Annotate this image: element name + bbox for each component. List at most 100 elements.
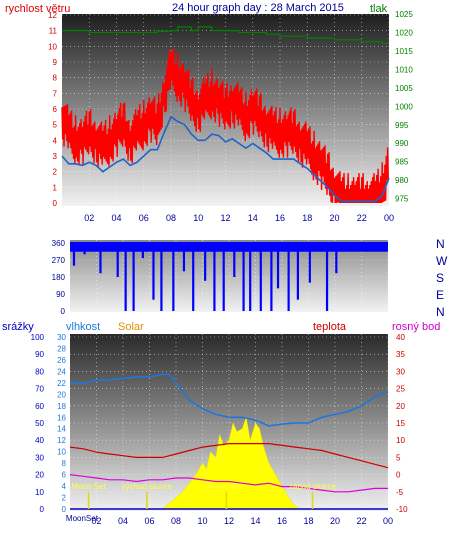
climate-time-tick-label: 06 bbox=[144, 516, 154, 526]
wind-time-tick-label: 02 bbox=[84, 213, 94, 223]
climate-time-tick-label: 20 bbox=[330, 516, 340, 526]
wind-speed-tick-label: 11 bbox=[49, 27, 58, 36]
humidity-tick-label: 12 bbox=[57, 436, 66, 445]
temperature-tick-label: 35 bbox=[396, 350, 405, 359]
humidity-tick-label: 22 bbox=[57, 379, 66, 388]
solar-area bbox=[149, 417, 303, 510]
precipitation-tick-label: 40 bbox=[35, 436, 44, 445]
direction-tick-label: 180 bbox=[52, 273, 66, 282]
climate-time-tick-label: 12 bbox=[224, 516, 234, 526]
humidity-tick-label: 16 bbox=[57, 413, 66, 422]
climate-time-tick-label: 02 bbox=[91, 516, 101, 526]
wind-time-tick-label: 08 bbox=[166, 213, 176, 223]
wind-time-tick-label: 06 bbox=[139, 213, 149, 223]
humidity-tick-label: 26 bbox=[57, 356, 66, 365]
wind-time-tick-label: 16 bbox=[275, 213, 285, 223]
humidity-series bbox=[70, 373, 389, 427]
compass-label: N bbox=[436, 237, 445, 251]
humidity-tick-label: 4 bbox=[62, 482, 67, 491]
climate-time-tick-label: 22 bbox=[356, 516, 366, 526]
temperature-tick-label: 20 bbox=[396, 402, 405, 411]
wind-speed-tick-label: 10 bbox=[48, 42, 57, 51]
temperature-tick-label: 40 bbox=[396, 333, 405, 342]
climate-time-tick-label: 14 bbox=[250, 516, 260, 526]
temperature-tick-label: 0 bbox=[396, 471, 401, 480]
pressure-series bbox=[62, 26, 389, 45]
precipitation-tick-label: 70 bbox=[35, 385, 44, 394]
temperature-tick-label: -10 bbox=[396, 505, 408, 514]
precipitation-tick-label: 0 bbox=[40, 505, 45, 514]
compass-label: W bbox=[436, 254, 448, 268]
temperature-tick-label: 15 bbox=[396, 419, 405, 428]
humidity-tick-label: 20 bbox=[57, 390, 66, 399]
pressure-tick-label: 995 bbox=[395, 121, 409, 130]
climate-time-tick-label: 04 bbox=[118, 516, 128, 526]
wind-time-tick-label: 18 bbox=[302, 213, 312, 223]
event-label: Moon Set bbox=[71, 482, 106, 491]
pressure-tick-label: 1000 bbox=[395, 102, 413, 111]
pressure-tick-label: 980 bbox=[395, 176, 409, 185]
climate-time-tick-label: 10 bbox=[197, 516, 207, 526]
temperature-tick-label: 25 bbox=[396, 385, 405, 394]
humidity-tick-label: 0 bbox=[62, 505, 67, 514]
precipitation-tick-label: 80 bbox=[35, 367, 44, 376]
pressure-axis-title: tlak bbox=[370, 3, 388, 15]
climate-time-tick-label: 08 bbox=[171, 516, 181, 526]
solar-axis-title: Solar bbox=[118, 321, 144, 333]
wind-speed-tick-label: 8 bbox=[53, 74, 58, 83]
pressure-tick-label: 1025 bbox=[395, 10, 413, 19]
dew-point-series bbox=[69, 474, 388, 493]
precipitation-tick-label: 50 bbox=[35, 419, 44, 428]
pressure-tick-label: 1020 bbox=[395, 28, 413, 37]
wind-speed-tick-label: 1 bbox=[53, 183, 58, 192]
humidity-tick-label: 18 bbox=[57, 402, 66, 411]
precipitation-tick-label: 30 bbox=[35, 453, 44, 462]
pressure-tick-label: 985 bbox=[395, 158, 409, 167]
precipitation-tick-label: 10 bbox=[35, 488, 44, 497]
wind-time-tick-label: 12 bbox=[220, 213, 230, 223]
humidity-tick-label: 2 bbox=[62, 494, 67, 503]
wind-time-tick-label: 20 bbox=[329, 213, 339, 223]
wind-time-tick-label: 22 bbox=[357, 213, 367, 223]
humidity-tick-label: 14 bbox=[57, 425, 66, 434]
precipitation-axis-title: srážky bbox=[2, 321, 34, 333]
page-title: 24 hour graph day : 28 March 2015 bbox=[172, 2, 344, 14]
wind-speed-tick-label: 0 bbox=[53, 199, 58, 208]
wind-speed-tick-label: 5 bbox=[53, 121, 58, 130]
average-wind-series bbox=[61, 115, 390, 203]
wind-time-tick-label: 10 bbox=[193, 213, 203, 223]
temperature-tick-label: 10 bbox=[396, 436, 405, 445]
compass-label: S bbox=[436, 271, 444, 285]
climate-time-tick-label: 16 bbox=[277, 516, 287, 526]
wind-time-tick-label: 04 bbox=[111, 213, 121, 223]
precipitation-tick-label: 20 bbox=[35, 471, 44, 480]
pressure-tick-label: 1010 bbox=[395, 65, 413, 74]
humidity-axis-title: vlhkost bbox=[66, 321, 100, 333]
humidity-tick-label: 30 bbox=[57, 333, 66, 342]
humidity-tick-label: 6 bbox=[62, 471, 67, 480]
compass-label: N bbox=[436, 305, 445, 319]
wind-speed-tick-label: 12 bbox=[48, 11, 57, 20]
direction-tick-label: 0 bbox=[61, 307, 66, 316]
pressure-tick-label: 975 bbox=[395, 195, 409, 204]
compass-label: E bbox=[436, 288, 444, 302]
wind-time-tick-label: 00 bbox=[384, 213, 394, 223]
precipitation-tick-label: 90 bbox=[35, 350, 44, 359]
precipitation-tick-label: 60 bbox=[35, 402, 44, 411]
humidity-tick-label: 24 bbox=[57, 367, 66, 376]
wind-speed-tick-label: 6 bbox=[53, 105, 58, 114]
temperature-series bbox=[69, 443, 389, 469]
wind-time-tick-label: 14 bbox=[248, 213, 258, 223]
direction-tick-label: 270 bbox=[52, 256, 66, 265]
temperature-axis-title: teplota bbox=[313, 321, 347, 333]
wind-speed-series bbox=[61, 47, 389, 204]
precipitation-tick-label: 100 bbox=[31, 333, 45, 342]
wind-speed-tick-label: 4 bbox=[53, 136, 58, 145]
humidity-tick-label: 10 bbox=[57, 448, 66, 457]
wind-direction-band bbox=[70, 242, 388, 252]
temperature-tick-label: 30 bbox=[396, 367, 405, 376]
climate-time-tick-label: 18 bbox=[303, 516, 313, 526]
